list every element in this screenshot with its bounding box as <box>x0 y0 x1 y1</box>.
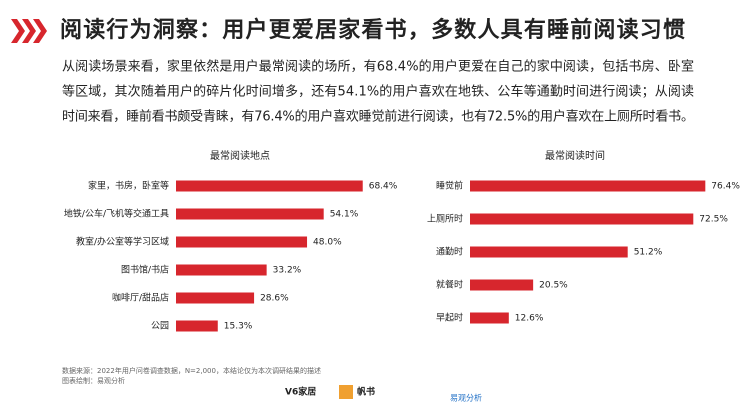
bar <box>176 264 267 276</box>
value-label: 20.5% <box>539 281 568 291</box>
category-label: 就餐时 <box>436 279 463 291</box>
paragraph-line: 从阅读场景来看，家里依然是用户最常阅读的场所，有68.4%的用户更爱在自己的家中… <box>62 59 694 75</box>
bar <box>176 320 218 332</box>
logo: V6家居 <box>285 386 316 398</box>
bar <box>176 180 363 192</box>
bar <box>470 213 694 225</box>
category-label: 教室/办公室等学习区域 <box>76 236 169 248</box>
bar <box>470 180 706 192</box>
value-label: 68.4% <box>369 182 398 192</box>
chart-title: 最常阅读时间 <box>545 149 605 162</box>
logo-icon <box>339 385 353 399</box>
bar <box>176 208 324 220</box>
value-label: 51.2% <box>634 248 663 258</box>
value-label: 72.5% <box>699 215 728 225</box>
bar <box>176 236 308 248</box>
value-label: 54.1% <box>330 210 359 220</box>
bar <box>470 312 509 324</box>
paragraph-line: 时间来看，睡前看书颇受青睐，有76.4%的用户喜欢睡觉前进行阅读，也有72.5%… <box>62 109 694 125</box>
logo: 帆书 <box>357 386 375 398</box>
paragraph-line: 等区域，其次随着用户的碎片化时间增多，还有54.1%的用户喜欢在地铁、公车等通勤… <box>62 84 694 100</box>
value-label: 48.0% <box>313 238 342 248</box>
category-label: 咖啡厅/甜品店 <box>112 292 169 304</box>
value-label: 28.6% <box>260 294 289 304</box>
category-label: 睡觉前 <box>436 180 463 192</box>
category-label: 上厕所时 <box>427 213 463 225</box>
slide-title: 阅读行为洞察：用户更爱居家看书，多数人具有睡前阅读习惯 <box>60 17 685 43</box>
bar <box>470 246 628 258</box>
value-label: 15.3% <box>224 322 253 332</box>
chart-title: 最常阅读地点 <box>210 149 270 162</box>
chevrons <box>11 19 47 43</box>
category-label: 通勤时 <box>436 246 463 258</box>
category-label: 家里，书房，卧室等 <box>88 180 169 192</box>
value-label: 12.6% <box>515 314 544 324</box>
bar <box>176 292 255 304</box>
category-label: 早起时 <box>436 312 463 324</box>
value-label: 76.4% <box>711 182 740 192</box>
category-label: 地铁/公车/飞机等交通工具 <box>64 208 169 220</box>
category-label: 图书馆/书店 <box>121 264 169 276</box>
source-note: 数据来源：2022年用户问卷调查数据，N=2,000，本结论仅为本次调研结果的描… <box>62 366 321 375</box>
bar <box>470 279 534 291</box>
value-label: 33.2% <box>273 266 302 276</box>
category-label: 公园 <box>151 321 169 332</box>
logo: 易观分析 <box>450 393 482 403</box>
drawn-by-note: 图表绘制：易观分析 <box>62 376 125 385</box>
